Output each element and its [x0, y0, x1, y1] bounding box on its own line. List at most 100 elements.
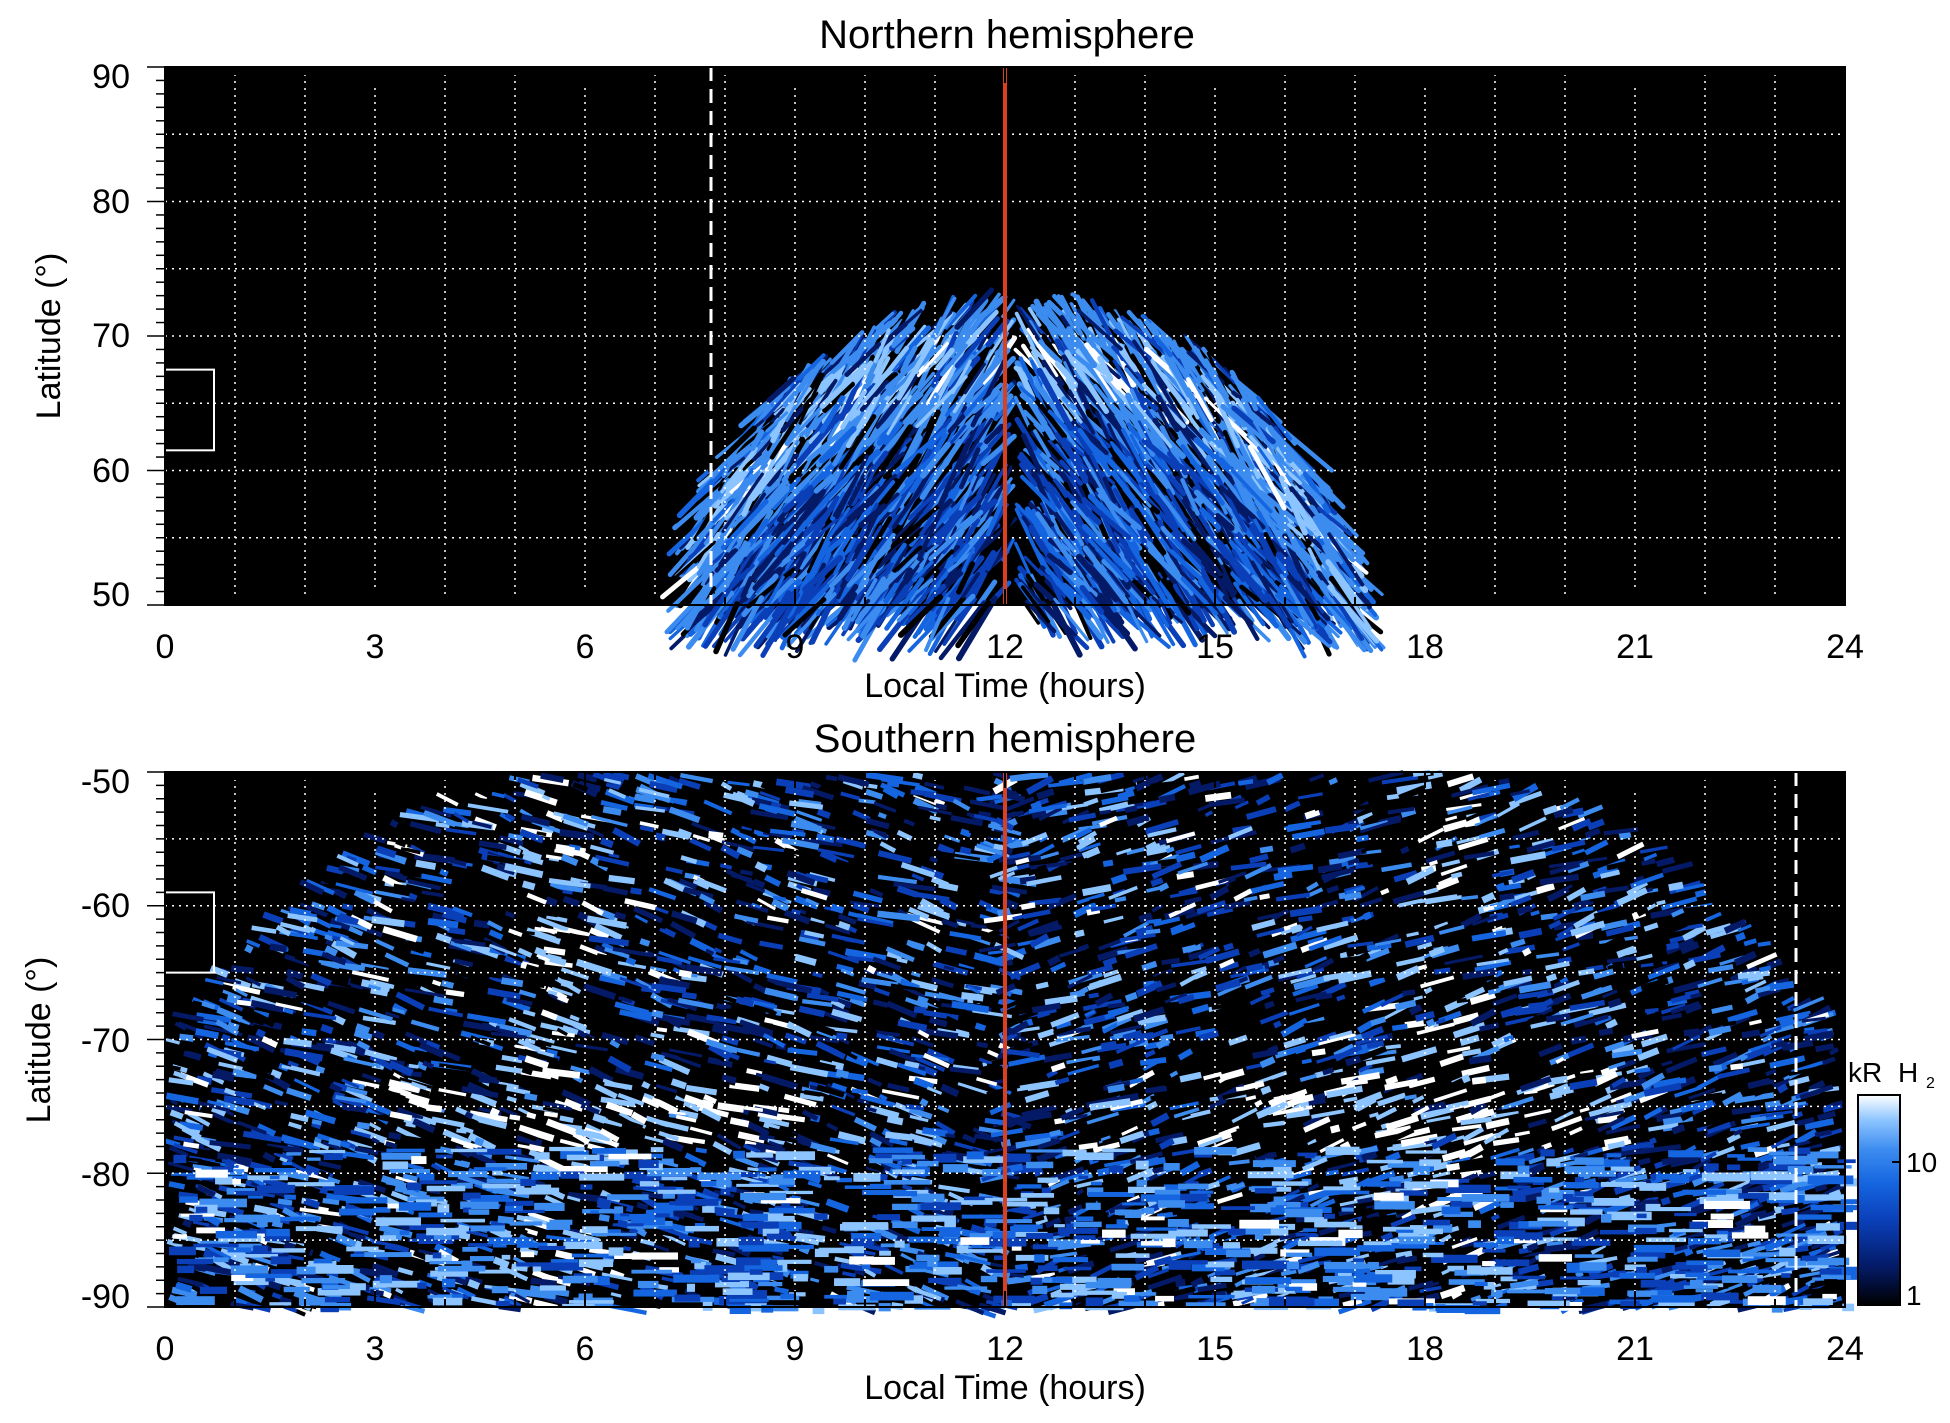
- emission-streak: [1243, 543, 1263, 565]
- emission-streak: [712, 468, 744, 509]
- emission-streak: [524, 1092, 538, 1102]
- emission-streak: [1239, 584, 1260, 602]
- emission-streak: [1499, 939, 1510, 948]
- emission-streak: [1046, 552, 1073, 576]
- emission-streak: [303, 1197, 321, 1209]
- emission-streak: [1137, 468, 1180, 530]
- emission-streak: [1159, 580, 1198, 648]
- emission-streak: [219, 956, 237, 968]
- emission-streak: [1203, 1159, 1214, 1169]
- emission-streak: [1694, 889, 1707, 898]
- emission-streak: [961, 571, 981, 599]
- emission-streak: [1681, 904, 1717, 915]
- emission-streak: [711, 1206, 736, 1216]
- emission-streak: [980, 433, 1017, 467]
- emission-streak: [1036, 1009, 1051, 1019]
- emission-streak: [1052, 293, 1089, 334]
- emission-streak: [368, 995, 381, 1006]
- emission-streak: [1344, 1055, 1363, 1067]
- emission-streak: [840, 583, 859, 607]
- emission-streak: [1072, 292, 1104, 326]
- emission-streak: [766, 375, 797, 404]
- emission-streak: [1324, 823, 1357, 834]
- emission-streak: [866, 964, 877, 975]
- emission-streak: [963, 362, 986, 395]
- emission-streak: [543, 946, 566, 956]
- emission-streak: [1400, 846, 1410, 855]
- emission-streak: [315, 1065, 326, 1074]
- emission-streak: [544, 896, 558, 907]
- emission-streak: [1662, 1114, 1694, 1126]
- north-ylabel: Latitude (°): [30, 253, 68, 420]
- emission-streak: [896, 594, 925, 623]
- emission-streak: [1575, 1270, 1584, 1279]
- emission-streak: [1264, 1000, 1275, 1010]
- emission-streak: [804, 411, 820, 438]
- emission-streak: [1124, 805, 1138, 814]
- emission-streak: [1401, 854, 1416, 864]
- emission-streak: [1181, 498, 1220, 559]
- emission-streak: [1035, 311, 1057, 334]
- emission-streak: [1188, 779, 1202, 790]
- emission-streak: [991, 1262, 1005, 1268]
- emission-streak: [1073, 578, 1110, 644]
- emission-streak: [757, 521, 798, 562]
- emission-streak: [1146, 419, 1170, 455]
- emission-streak: [316, 1042, 335, 1049]
- emission-streak: [1237, 598, 1255, 623]
- emission-streak: [825, 774, 838, 782]
- emission-streak: [1030, 359, 1045, 388]
- emission-streak: [223, 1095, 255, 1107]
- emission-streak: [1260, 1085, 1272, 1095]
- emission-streak: [824, 600, 857, 646]
- emission-streak: [786, 592, 837, 648]
- emission-streak: [1806, 1046, 1817, 1053]
- emission-streak: [961, 546, 976, 573]
- north-xlabel: Local Time (hours): [864, 667, 1146, 705]
- emission-streak: [968, 447, 992, 483]
- emission-streak: [1136, 318, 1153, 340]
- emission-streak: [445, 989, 465, 998]
- emission-streak: [758, 1134, 775, 1142]
- emission-streak: [628, 1227, 639, 1235]
- emission-streak: [1149, 368, 1188, 430]
- emission-streak: [255, 1028, 266, 1039]
- emission-streak: [1329, 1124, 1341, 1134]
- emission-streak: [740, 576, 754, 599]
- emission-streak: [1016, 366, 1036, 400]
- emission-streak: [1057, 294, 1070, 318]
- emission-streak: [842, 576, 870, 631]
- north-xtick-label: 0: [156, 628, 175, 666]
- emission-streak: [1134, 507, 1167, 556]
- emission-streak: [1110, 873, 1128, 885]
- emission-streak: [1144, 1084, 1168, 1094]
- emission-streak: [846, 545, 891, 588]
- emission-streak: [1641, 858, 1656, 867]
- emission-streak: [1482, 1031, 1493, 1041]
- southern-panel: Southern hemisphere 0 3 6 9 12 15 18 21 …: [20, 717, 1878, 1407]
- emission-streak: [1206, 399, 1260, 452]
- emission-streak: [1184, 774, 1200, 782]
- emission-streak: [954, 417, 994, 475]
- emission-streak: [913, 1006, 927, 1014]
- emission-streak: [1060, 425, 1076, 447]
- emission-streak: [1149, 595, 1170, 628]
- emission-streak: [1385, 1075, 1399, 1086]
- north-xtick-label: 6: [576, 628, 595, 666]
- emission-streak: [1152, 555, 1168, 579]
- emission-streak: [746, 518, 770, 548]
- emission-streak: [1618, 830, 1632, 841]
- emission-streak: [1298, 915, 1313, 923]
- emission-streak: [1033, 581, 1055, 602]
- emission-streak: [355, 1023, 371, 1035]
- emission-streak: [941, 561, 960, 592]
- emission-streak: [1380, 1231, 1394, 1242]
- emission-streak: [985, 319, 1014, 361]
- emission-streak: [1604, 1018, 1618, 1030]
- emission-streak: [1161, 957, 1181, 966]
- emission-streak: [1481, 892, 1496, 904]
- north-xtick-label: 24: [1826, 628, 1864, 666]
- emission-streak: [456, 1128, 467, 1134]
- emission-streak: [543, 1111, 559, 1118]
- emission-streak: [1025, 575, 1045, 603]
